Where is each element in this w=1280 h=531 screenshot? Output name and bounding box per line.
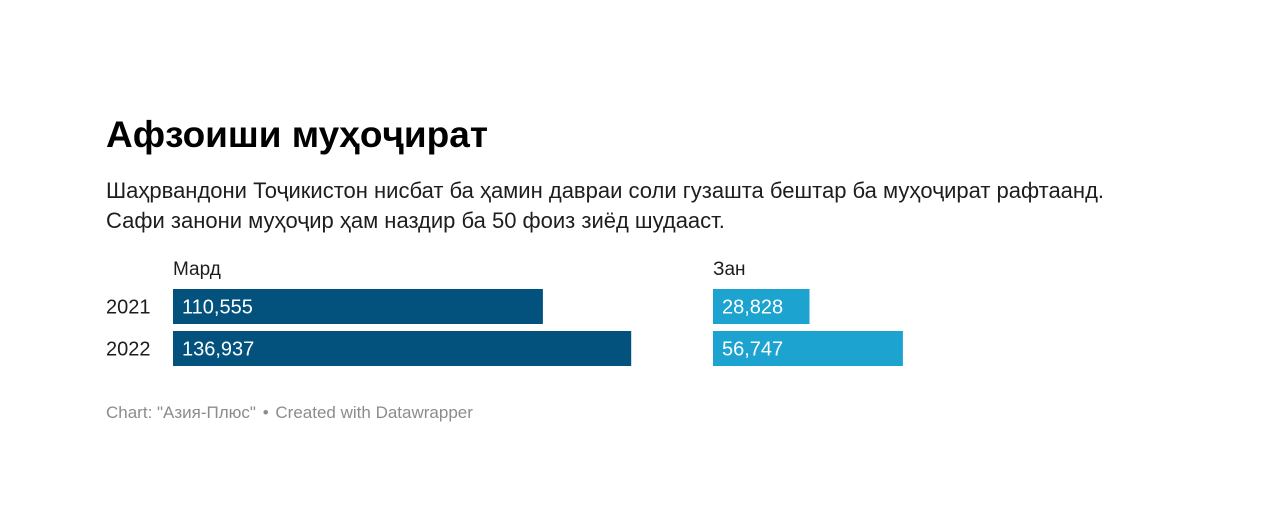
bar [173,289,543,324]
bar [173,331,632,366]
series-header: Зан [713,259,746,280]
credit-note: Created with Datawrapper [275,403,473,422]
series-header: Мард [173,259,221,280]
bar [713,331,903,366]
footer-separator: • [262,403,269,422]
bar-value-label: 28,828 [722,297,783,319]
chart-subtitle: Шаҳрвандони Тоҷикистон нисбат ба ҳамин д… [106,178,1105,233]
chart-title: Афзоиши муҳоҷират [106,114,488,155]
bar-value-label: 136,937 [182,339,254,361]
category-label: 2022 [106,339,151,361]
chart-footer: Chart: "Азия-Плюс" • Created with Datawr… [106,403,473,423]
source-note: Chart: "Азия-Плюс" [106,403,256,422]
chart-container: Афзоиши муҳоҷират Шаҳрвандони Тоҷикистон… [106,112,1176,236]
category-label: 2021 [106,297,151,319]
bar-value-label: 56,747 [722,339,783,361]
bar [713,289,810,324]
bar-value-label: 110,555 [182,297,253,319]
